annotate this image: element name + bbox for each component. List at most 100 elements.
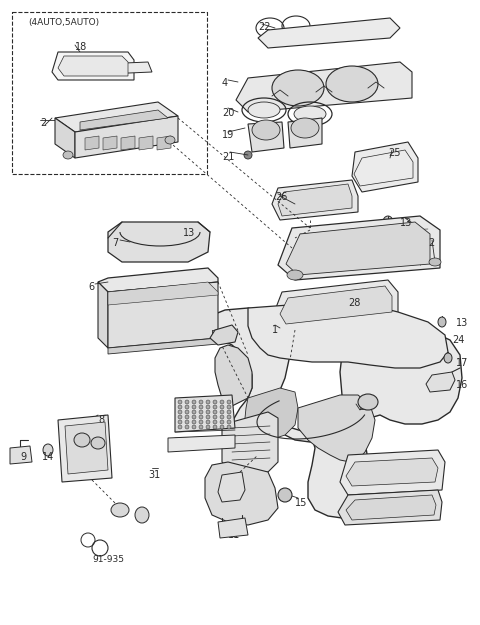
Ellipse shape	[74, 433, 90, 447]
Ellipse shape	[358, 394, 378, 410]
Polygon shape	[286, 222, 430, 275]
Ellipse shape	[438, 317, 446, 327]
Text: 13: 13	[400, 218, 412, 228]
Polygon shape	[272, 280, 398, 330]
Polygon shape	[288, 118, 322, 148]
Polygon shape	[258, 18, 400, 48]
Ellipse shape	[213, 415, 217, 419]
Text: 12: 12	[228, 482, 240, 492]
Polygon shape	[80, 110, 168, 130]
Text: 31: 31	[148, 470, 160, 480]
Polygon shape	[55, 118, 75, 158]
Ellipse shape	[294, 106, 326, 122]
Text: 23: 23	[358, 402, 371, 412]
Text: 28: 28	[348, 298, 360, 308]
Text: 7: 7	[112, 238, 118, 248]
Text: 15: 15	[295, 498, 307, 508]
Ellipse shape	[199, 420, 203, 424]
Ellipse shape	[383, 216, 393, 228]
Text: 29: 29	[400, 508, 412, 518]
Ellipse shape	[111, 503, 129, 517]
Text: 16: 16	[456, 380, 468, 390]
Ellipse shape	[220, 415, 224, 419]
Polygon shape	[103, 136, 117, 150]
Polygon shape	[236, 62, 412, 112]
Ellipse shape	[220, 405, 224, 409]
Polygon shape	[75, 116, 178, 158]
Ellipse shape	[178, 415, 182, 419]
Polygon shape	[108, 282, 218, 305]
Ellipse shape	[135, 507, 149, 523]
Text: 1: 1	[272, 325, 278, 335]
Polygon shape	[10, 446, 32, 464]
Ellipse shape	[199, 415, 203, 419]
Text: 3: 3	[198, 408, 204, 418]
Text: 10: 10	[188, 440, 200, 450]
Polygon shape	[222, 412, 278, 472]
Ellipse shape	[213, 425, 217, 429]
Ellipse shape	[43, 444, 53, 456]
Polygon shape	[426, 372, 455, 392]
Ellipse shape	[178, 400, 182, 404]
Ellipse shape	[192, 400, 196, 404]
Ellipse shape	[178, 425, 182, 429]
Polygon shape	[248, 122, 284, 152]
Text: 8: 8	[98, 415, 104, 425]
Ellipse shape	[206, 415, 210, 419]
Ellipse shape	[429, 258, 441, 266]
Polygon shape	[121, 136, 135, 150]
Text: 91-935: 91-935	[92, 555, 124, 564]
Text: 4: 4	[222, 78, 228, 88]
Polygon shape	[85, 136, 99, 150]
Polygon shape	[340, 450, 445, 495]
Ellipse shape	[185, 410, 189, 414]
Polygon shape	[248, 302, 448, 368]
Text: 19: 19	[222, 130, 234, 140]
Ellipse shape	[220, 425, 224, 429]
Text: 20: 20	[222, 108, 234, 118]
Polygon shape	[58, 56, 128, 76]
Text: 9: 9	[20, 452, 26, 462]
Polygon shape	[175, 395, 235, 432]
Ellipse shape	[248, 102, 280, 118]
Polygon shape	[346, 495, 436, 520]
Text: 13: 13	[456, 318, 468, 328]
Text: 22: 22	[258, 22, 271, 32]
Ellipse shape	[165, 136, 175, 144]
Ellipse shape	[278, 488, 292, 502]
Ellipse shape	[91, 437, 105, 449]
Ellipse shape	[227, 425, 231, 429]
Ellipse shape	[244, 151, 252, 159]
Ellipse shape	[192, 405, 196, 409]
Ellipse shape	[63, 151, 73, 159]
Text: (4AUTO,5AUTO): (4AUTO,5AUTO)	[28, 18, 99, 27]
Ellipse shape	[192, 410, 196, 414]
Polygon shape	[346, 458, 438, 486]
Text: 6: 6	[88, 282, 94, 292]
Polygon shape	[298, 395, 375, 462]
Ellipse shape	[326, 66, 378, 102]
Text: 5: 5	[210, 330, 216, 340]
Ellipse shape	[287, 270, 303, 280]
Polygon shape	[205, 462, 278, 525]
Ellipse shape	[227, 410, 231, 414]
Ellipse shape	[185, 425, 189, 429]
Ellipse shape	[206, 410, 210, 414]
Ellipse shape	[185, 420, 189, 424]
Text: 11: 11	[228, 530, 240, 540]
Ellipse shape	[206, 405, 210, 409]
Text: 26: 26	[275, 192, 288, 202]
Polygon shape	[245, 388, 298, 440]
Polygon shape	[52, 52, 134, 80]
Ellipse shape	[199, 405, 203, 409]
Ellipse shape	[213, 420, 217, 424]
Text: 21: 21	[222, 152, 234, 162]
Ellipse shape	[213, 405, 217, 409]
Ellipse shape	[178, 420, 182, 424]
Ellipse shape	[192, 425, 196, 429]
Ellipse shape	[272, 70, 324, 106]
Polygon shape	[58, 415, 112, 482]
Ellipse shape	[199, 410, 203, 414]
Polygon shape	[218, 472, 245, 502]
Polygon shape	[108, 282, 218, 348]
